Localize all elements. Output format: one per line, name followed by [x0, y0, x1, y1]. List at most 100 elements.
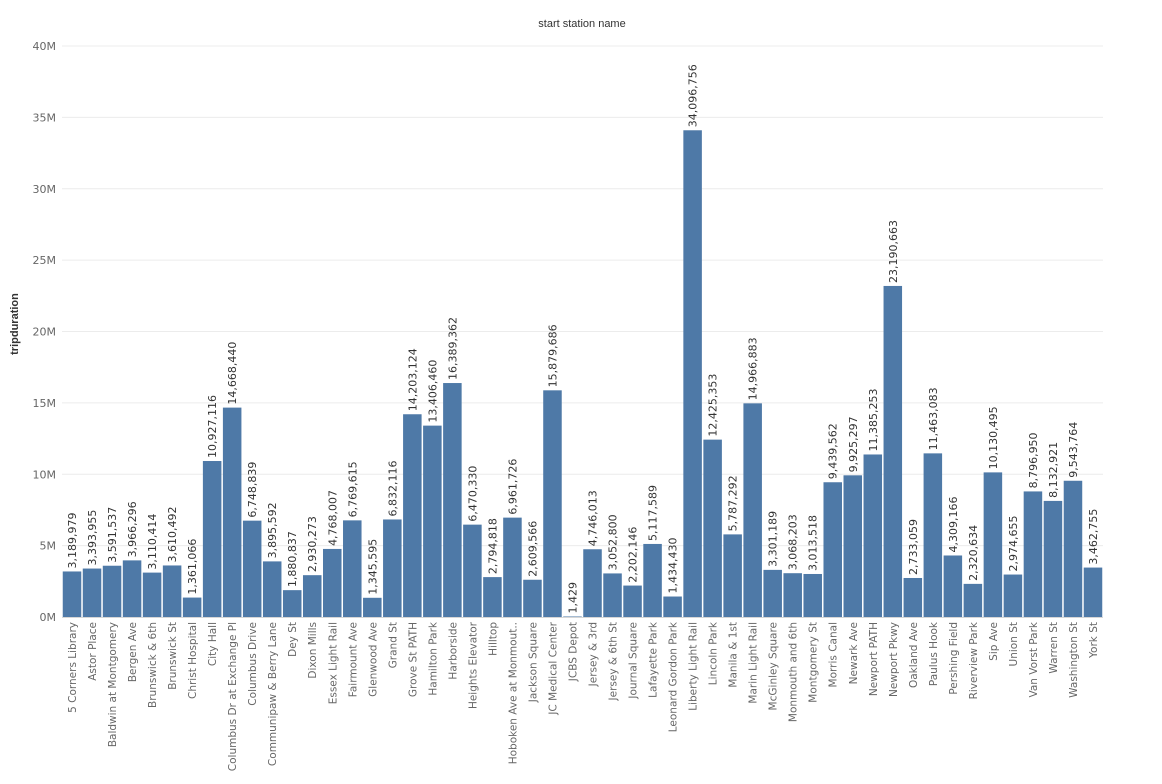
y-tick-label: 15M: [33, 397, 57, 410]
data-label: 2,974,655: [1007, 516, 1020, 572]
x-tick-label: Dixon Mills: [307, 622, 319, 679]
bar: [443, 383, 462, 617]
x-tick-label: Newport Pkwy: [888, 622, 900, 697]
data-label: 3,966,296: [126, 501, 139, 557]
data-label: 6,470,330: [466, 466, 479, 522]
x-tick-label: Glenwood Ave: [367, 622, 379, 697]
bar: [483, 577, 502, 617]
bar: [1043, 500, 1063, 617]
x-tick-label: Sip Ave: [988, 622, 1000, 661]
data-label: 4,746,013: [587, 490, 600, 546]
bar: [1083, 567, 1103, 617]
x-tick-label: Communipaw & Berry Lane: [267, 622, 279, 766]
y-axis-ticks: 0M 5M 10M 15M 20M 25M 30M 35M 40M: [33, 40, 57, 624]
bar: [343, 520, 362, 617]
data-label: 6,748,839: [246, 462, 259, 518]
data-label: 5,787,292: [727, 475, 740, 531]
bars: [62, 130, 1103, 618]
data-label: 5,117,589: [647, 485, 660, 541]
data-label: 3,462,755: [1087, 509, 1100, 565]
bar: [783, 573, 802, 617]
bar: [262, 561, 282, 617]
data-label: 3,393,955: [86, 510, 99, 566]
data-label: 4,309,166: [947, 497, 960, 553]
data-label: 13,406,460: [426, 360, 439, 423]
data-label: 3,591,537: [106, 507, 119, 563]
data-label: 23,190,663: [887, 220, 900, 283]
x-tick-label: Journal Square: [628, 622, 640, 700]
bar: [523, 579, 542, 617]
data-label: 12,425,353: [707, 374, 720, 437]
bar: [363, 597, 382, 617]
data-label: 2,609,566: [526, 521, 539, 577]
bar: [142, 572, 162, 617]
x-tick-label: Newport PATH: [868, 622, 880, 696]
data-label: 3,052,800: [607, 514, 620, 570]
data-label: 2,733,059: [907, 519, 920, 575]
x-tick-label: Jersey & 3rd: [588, 622, 600, 687]
y-tick-label: 40M: [33, 40, 57, 53]
x-tick-label: York St: [1088, 622, 1100, 659]
bar: [623, 585, 642, 617]
y-tick-label: 5M: [40, 540, 57, 553]
data-label: 15,879,686: [546, 324, 559, 387]
data-label: 14,966,883: [747, 337, 760, 400]
x-tick-label: Oakland Ave: [908, 622, 920, 688]
x-tick-label: Washington St: [1068, 622, 1080, 698]
x-tick-label: Fairmount Ave: [347, 622, 359, 697]
bar: [323, 548, 342, 617]
data-label: 9,439,562: [827, 423, 840, 479]
data-label: 11,385,253: [867, 388, 880, 451]
x-tick-label: Marin Light Rail: [748, 622, 760, 704]
x-tick-label: Brunswick St: [167, 622, 179, 690]
bar: [182, 597, 202, 617]
x-tick-label: Hilltop: [487, 622, 499, 656]
data-label: 1,361,066: [186, 539, 199, 595]
bar: [383, 519, 402, 617]
x-tick-label: Leonard Gordon Park: [668, 621, 680, 732]
x-tick-label: 5 Corners Library: [67, 622, 79, 713]
bar: [923, 453, 943, 617]
bar: [603, 573, 622, 617]
data-label: 6,769,615: [346, 461, 359, 517]
data-label: 8,132,921: [1047, 442, 1060, 498]
x-tick-label: Hoboken Ave at Monmout..: [507, 622, 519, 764]
bar: [282, 590, 302, 617]
bar: [82, 568, 102, 617]
bar: [102, 565, 122, 617]
x-tick-label: JC Medical Center: [547, 621, 559, 715]
bar: [863, 454, 883, 617]
data-label: 14,668,440: [226, 342, 239, 405]
x-tick-label: Baldwin at Montgomery: [107, 622, 119, 747]
x-tick-label: Union St: [1008, 622, 1020, 666]
x-tick-label: Harborside: [447, 622, 459, 680]
x-tick-label: Christ Hospital: [187, 622, 199, 699]
x-tick-label: Montgomery St: [808, 622, 820, 703]
x-tick-label: City Hall: [207, 622, 219, 666]
data-label: 1,345,595: [366, 539, 379, 595]
bar: [302, 575, 322, 617]
x-tick-label: Columbus Dr at Exchange Pl: [227, 622, 239, 771]
x-tick-label: McGinley Square: [768, 622, 780, 710]
x-tick-label: Van Vorst Park: [1028, 621, 1040, 697]
x-axis-ticks: 5 Corners Library Astor Place Baldwin at M…: [67, 621, 1100, 771]
data-label: 6,961,726: [506, 459, 519, 515]
bar: [1063, 480, 1083, 617]
x-tick-label: Warren St: [1048, 622, 1060, 674]
x-tick-label: JCBS Depot: [567, 622, 579, 682]
bar: [683, 130, 702, 618]
data-labels: 3,189,979 3,393,955 3,591,537 3,966,296 3,11…: [66, 64, 1100, 613]
x-tick-label: Monmouth and 6th: [788, 622, 800, 722]
data-label: 3,895,592: [266, 502, 279, 558]
data-label: 9,543,764: [1067, 422, 1080, 478]
data-label: 2,930,273: [306, 516, 319, 572]
data-label: 4,768,007: [326, 490, 339, 546]
x-tick-label: Grand St: [387, 622, 399, 668]
bar: [663, 596, 682, 617]
bar: [963, 583, 983, 617]
x-tick-label: Heights Elevator: [467, 621, 479, 709]
data-label: 16,389,362: [446, 317, 459, 380]
x-tick-label: Hamilton Park: [427, 621, 439, 696]
data-label: 2,320,634: [967, 525, 980, 581]
x-tick-label: Dey St: [287, 622, 299, 657]
